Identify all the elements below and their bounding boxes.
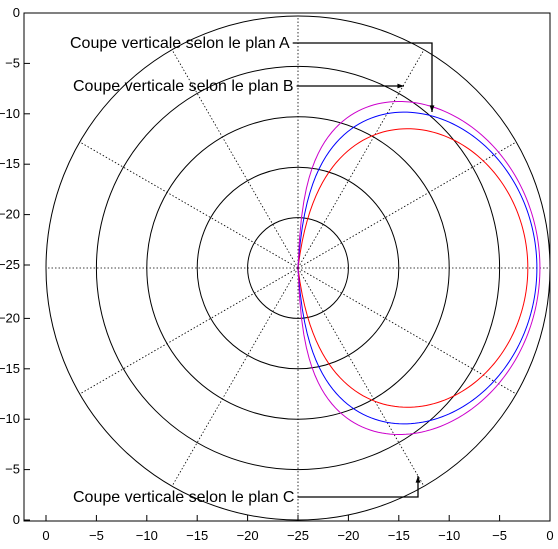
- y-tick-label: −10: [0, 411, 20, 426]
- annotation-arrowhead: [415, 476, 421, 483]
- y-tick-label: −10: [0, 106, 20, 121]
- y-tick-label: −5: [5, 462, 20, 477]
- x-tick-label: −20: [337, 528, 359, 543]
- grid-radial-line: [297, 141, 517, 269]
- grid-radial-line: [171, 267, 299, 487]
- y-tick-label: −5: [5, 55, 20, 70]
- grid-radial-line: [297, 267, 517, 395]
- polar-grid: [45, 15, 551, 521]
- annotation-label: Coupe verticale selon le plan C: [73, 489, 294, 506]
- annotation-label: Coupe verticale selon le plan A: [70, 35, 290, 52]
- x-tick-label: −15: [186, 528, 208, 543]
- annotation-leader: [297, 476, 419, 498]
- y-tick-label: −20: [0, 207, 20, 222]
- x-tick-label: −25: [287, 528, 309, 543]
- x-tick-label: −15: [388, 528, 410, 543]
- grid-radial-line: [171, 49, 299, 269]
- annotation-label: Coupe verticale selon le plan B: [73, 78, 294, 95]
- x-tick-label: −20: [237, 528, 259, 543]
- series-line: [297, 111, 538, 425]
- grid-ring: [95, 65, 501, 471]
- y-tick-label: −15: [0, 361, 20, 376]
- annotation-leader: [292, 42, 433, 112]
- grid-radial-line: [79, 267, 299, 395]
- y-tick-label: 0: [13, 5, 20, 20]
- grid-ring: [196, 166, 400, 370]
- y-tick-label: 0: [13, 512, 20, 527]
- series-line: [297, 100, 541, 436]
- x-tick-label: −10: [136, 528, 158, 543]
- grid-radial-line: [79, 141, 299, 269]
- tick-labels: 0 −5 −10 −15 −20 −25 −20 −15 −10 −5 0 0 −5 −10 −15 −20 −…: [0, 5, 554, 543]
- grid-radial-line: [297, 49, 425, 269]
- y-tick-label: −25: [0, 257, 20, 272]
- series-group: [297, 100, 541, 436]
- series-line: [297, 128, 529, 408]
- annotation-arrowhead: [429, 105, 435, 112]
- grid-radial-line: [297, 267, 425, 487]
- x-tick-label: −10: [438, 528, 460, 543]
- x-tick-label: 0: [546, 528, 553, 543]
- x-tick-label: 0: [42, 528, 49, 543]
- annotation-arrowhead: [397, 83, 404, 89]
- annotations: Coupe verticale selon le plan A Coupe ver…: [70, 35, 435, 506]
- y-tick-label: −15: [0, 156, 20, 171]
- x-tick-label: −5: [89, 528, 104, 543]
- x-tick-label: −5: [492, 528, 507, 543]
- y-tick-label: −20: [0, 310, 20, 325]
